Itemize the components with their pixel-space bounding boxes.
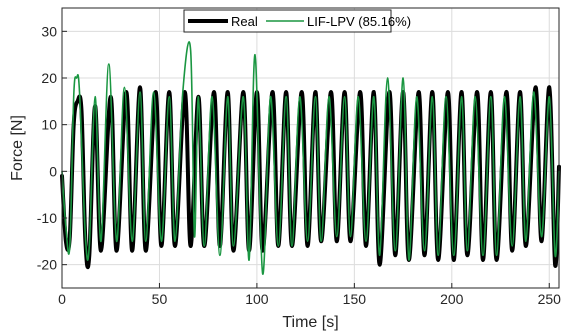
series-line-lif-lpv xyxy=(61,41,560,275)
legend-label-lif-lpv: LIF-LPV (85.16%) xyxy=(307,14,411,29)
y-tick-label: 0 xyxy=(49,163,57,179)
y-axis-label: Force [N] xyxy=(9,115,26,181)
legend-label-real: Real xyxy=(231,14,258,29)
x-tick-label: 0 xyxy=(58,291,66,307)
y-tick-label: 20 xyxy=(41,70,57,86)
plot-frame xyxy=(61,7,560,289)
series-layer xyxy=(60,41,561,275)
y-tick-label: 10 xyxy=(41,117,57,133)
x-tick-label: 100 xyxy=(245,291,269,307)
y-tick-label: -20 xyxy=(37,257,57,273)
x-tick-label: 150 xyxy=(343,291,367,307)
legend: Real LIF-LPV (85.16%) xyxy=(183,9,411,33)
x-axis-label: Time [s] xyxy=(282,314,338,331)
tick-labels: 0 50 100 150 200 250 -20 -10 0 10 20 30 xyxy=(37,23,561,307)
y-tick-label: -10 xyxy=(37,210,57,226)
x-tick-label: 50 xyxy=(152,291,168,307)
x-tick-label: 250 xyxy=(538,291,562,307)
x-tick-label: 200 xyxy=(440,291,464,307)
axis-ticks xyxy=(61,30,550,288)
y-tick-label: 30 xyxy=(41,23,57,39)
